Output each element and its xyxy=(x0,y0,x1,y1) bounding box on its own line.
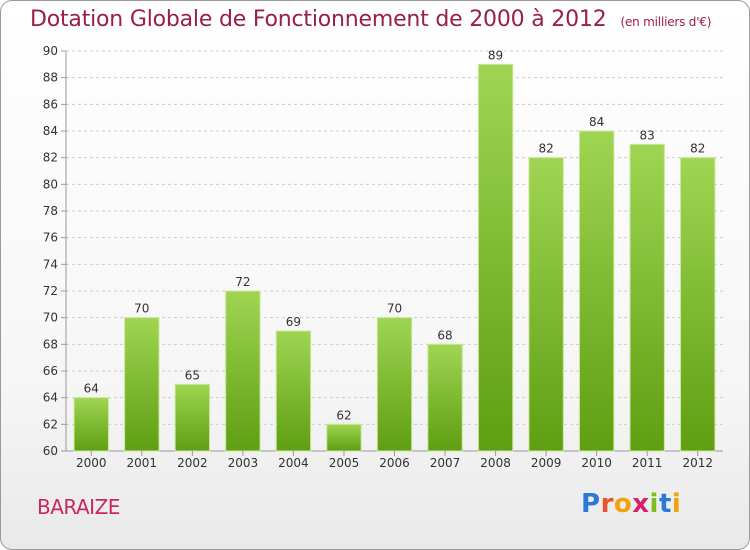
y-tick-label: 74 xyxy=(43,257,58,271)
x-tick-label-2000: 2000 xyxy=(76,456,107,470)
y-tick-label: 76 xyxy=(43,231,58,245)
x-tick-label-2010: 2010 xyxy=(581,456,612,470)
x-tick-label-2003: 2003 xyxy=(228,456,259,470)
value-labels: 64 70 65 72 69 62 70 68 89 82 84 83 82 xyxy=(84,48,706,422)
bar-2007 xyxy=(427,343,463,452)
value-label-2002: 65 xyxy=(185,368,200,382)
value-label-2004: 69 xyxy=(286,315,301,329)
value-label-2008: 89 xyxy=(488,48,503,62)
y-tick-label: 86 xyxy=(43,97,58,111)
value-label-2006: 70 xyxy=(387,302,402,316)
y-tick-label: 72 xyxy=(43,284,58,298)
y-tick-label: 80 xyxy=(43,177,58,191)
logo-letter: o xyxy=(613,489,633,519)
x-axis-ticks: 2000 2001 2002 2003 2004 2005 2006 2007 2008 2009… xyxy=(76,451,713,470)
x-tick-label-2001: 2001 xyxy=(127,456,158,470)
bar-2002 xyxy=(174,383,211,452)
y-tick-label: 78 xyxy=(43,204,58,218)
logo-letter: r xyxy=(600,489,614,519)
bar-2011 xyxy=(629,143,665,452)
bar-2012 xyxy=(680,157,716,452)
y-tick-label: 60 xyxy=(43,444,58,458)
y-tick-label: 64 xyxy=(43,391,58,405)
value-label-2012: 82 xyxy=(690,142,705,156)
x-tick-label-2005: 2005 xyxy=(329,456,360,470)
x-tick-label-2009: 2009 xyxy=(531,456,562,470)
commune-name: BARAIZE xyxy=(37,495,120,519)
bar-2001 xyxy=(124,317,160,452)
x-tick-label-2008: 2008 xyxy=(480,456,511,470)
bar-2005 xyxy=(326,423,362,452)
value-label-2009: 82 xyxy=(538,142,553,156)
y-tick-label: 84 xyxy=(43,124,58,138)
y-tick-label: 82 xyxy=(43,151,58,165)
bar-2008 xyxy=(477,63,514,452)
bar-2010 xyxy=(578,130,615,452)
x-tick-label-2012: 2012 xyxy=(682,456,713,470)
y-tick-label: 68 xyxy=(43,337,58,351)
value-label-2000: 64 xyxy=(84,382,99,396)
bars xyxy=(73,63,716,452)
y-tick-label: 90 xyxy=(43,44,58,58)
value-label-2003: 72 xyxy=(235,275,250,289)
chart-title: Dotation Globale de Fonctionnement de 20… xyxy=(30,7,711,32)
x-tick-label-2006: 2006 xyxy=(379,456,410,470)
x-tick-label-2004: 2004 xyxy=(278,456,309,470)
value-label-2001: 70 xyxy=(134,302,149,316)
y-tick-label: 62 xyxy=(43,417,58,431)
bar-2009 xyxy=(528,157,564,452)
chart-unit-note: (en milliers d'€) xyxy=(620,15,712,29)
proxiti-logo: Proxiti xyxy=(581,489,681,519)
bar-2000 xyxy=(73,397,109,452)
logo-letter: i xyxy=(649,489,659,519)
bar-2004 xyxy=(275,330,312,452)
y-tick-label: 66 xyxy=(43,364,58,378)
x-tick-label-2011: 2011 xyxy=(632,456,663,470)
logo-letter: t xyxy=(658,489,672,519)
bar-2003 xyxy=(225,290,261,452)
value-label-2010: 84 xyxy=(589,115,604,129)
y-tick-label: 88 xyxy=(43,71,58,85)
logo-letter: i xyxy=(671,489,682,519)
bar-2006 xyxy=(376,317,413,452)
chart-title-text: Dotation Globale de Fonctionnement de 20… xyxy=(30,7,607,32)
x-tick-label-2002: 2002 xyxy=(177,456,208,470)
value-label-2007: 68 xyxy=(437,328,452,342)
y-tick-label: 70 xyxy=(43,311,58,325)
x-tick-label-2007: 2007 xyxy=(430,456,461,470)
logo-letter: x xyxy=(632,489,650,519)
y-axis-ticks: 60 62 64 66 68 70 72 74 76 78 80 82 84 86 88 90 xyxy=(43,44,66,458)
value-label-2005: 62 xyxy=(336,408,351,422)
value-label-2011: 83 xyxy=(640,128,655,142)
logo-letter: P xyxy=(581,489,601,519)
